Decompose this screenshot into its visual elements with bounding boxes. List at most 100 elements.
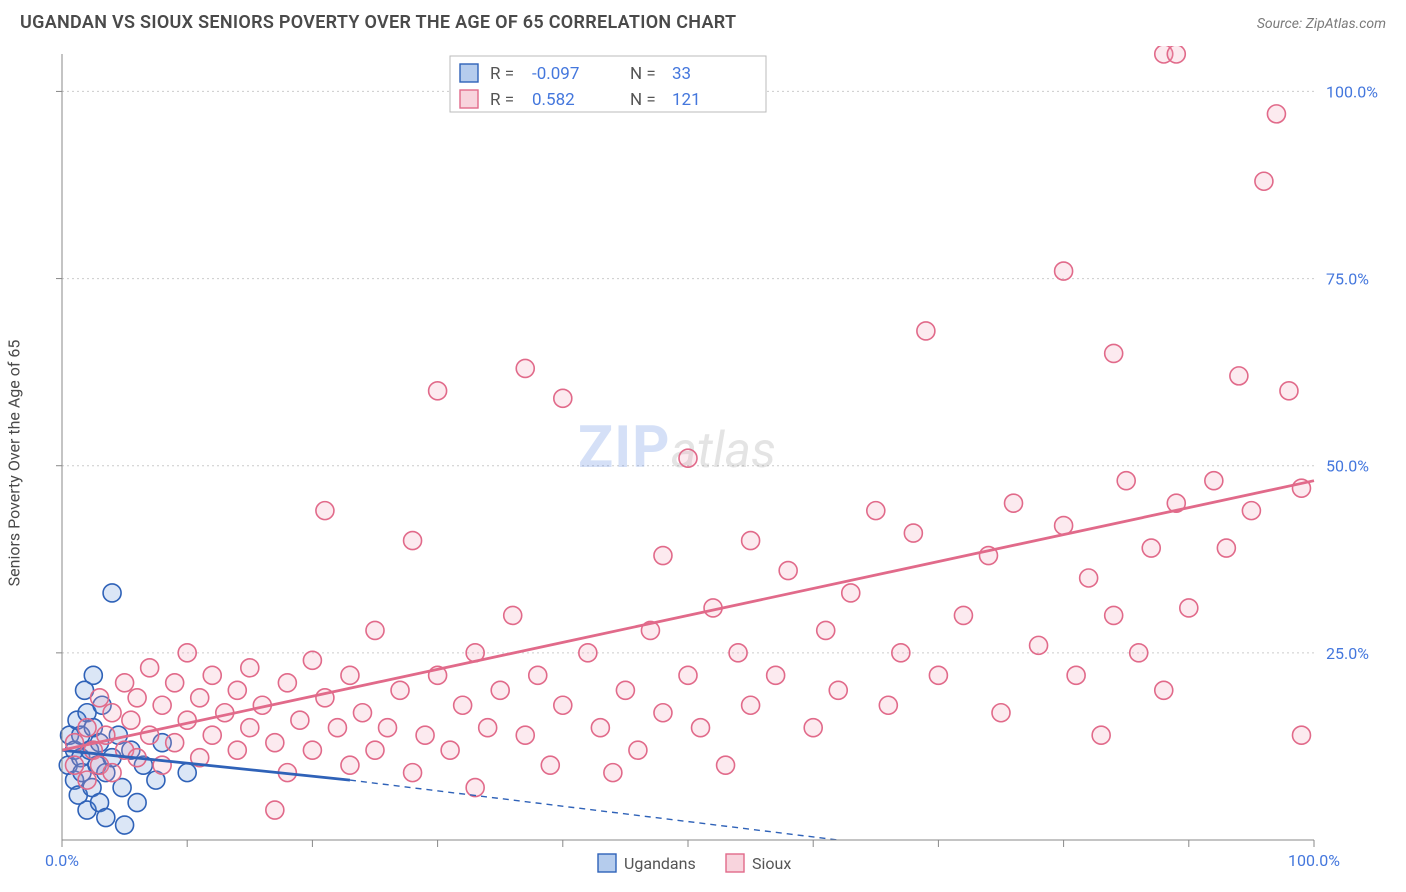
data-point	[341, 756, 359, 774]
data-point	[303, 741, 321, 759]
y-tick-label: 50.0%	[1326, 457, 1369, 476]
data-point	[1217, 539, 1235, 557]
data-point	[541, 756, 559, 774]
data-point	[116, 674, 134, 692]
data-point	[491, 681, 509, 699]
data-point	[842, 584, 860, 602]
stats-legend: R =-0.097N =33R =0.582N =121	[450, 56, 766, 112]
y-tick-label: 100.0%	[1326, 82, 1378, 101]
data-point	[116, 816, 134, 834]
data-point	[241, 719, 259, 737]
data-point	[729, 644, 747, 662]
data-point	[103, 704, 121, 722]
data-point	[904, 524, 922, 542]
scatter-chart: ZIPatlas25.0%50.0%75.0%100.0%0.0%100.0%R…	[20, 46, 1386, 880]
trend-line	[62, 481, 1314, 750]
data-point	[1242, 502, 1260, 520]
data-point	[992, 704, 1010, 722]
data-point	[166, 674, 184, 692]
data-point	[1292, 726, 1310, 744]
data-point	[128, 689, 146, 707]
legend-swatch	[726, 854, 744, 872]
data-point	[591, 719, 609, 737]
data-point	[228, 741, 246, 759]
data-point	[917, 322, 935, 340]
data-point	[1142, 539, 1160, 557]
chart-header: UGANDAN VS SIOUX SENIORS POVERTY OVER TH…	[0, 0, 1406, 41]
data-point	[1130, 644, 1148, 662]
y-tick-label: 25.0%	[1326, 644, 1369, 663]
data-point	[804, 719, 822, 737]
data-point	[954, 606, 972, 624]
data-point	[717, 756, 735, 774]
data-point	[1105, 344, 1123, 362]
data-point	[178, 711, 196, 729]
legend-swatch	[598, 854, 616, 872]
data-point	[1167, 46, 1185, 63]
data-point	[203, 726, 221, 744]
data-point	[303, 651, 321, 669]
data-point	[353, 704, 371, 722]
data-point	[629, 741, 647, 759]
data-point	[103, 764, 121, 782]
data-point	[391, 681, 409, 699]
data-point	[817, 621, 835, 639]
data-point	[241, 659, 259, 677]
data-point	[1030, 636, 1048, 654]
data-point	[316, 502, 334, 520]
data-point	[867, 502, 885, 520]
data-point	[78, 771, 96, 789]
data-point	[829, 681, 847, 699]
legend-n-label: N =	[630, 90, 656, 110]
legend-r-label: R =	[490, 64, 514, 84]
data-point	[228, 681, 246, 699]
data-point	[153, 696, 171, 714]
data-point	[1080, 569, 1098, 587]
data-point	[742, 532, 760, 550]
data-point	[1155, 681, 1173, 699]
data-point	[466, 779, 484, 797]
data-point	[416, 726, 434, 744]
data-point	[616, 681, 634, 699]
data-point	[579, 644, 597, 662]
data-point	[441, 741, 459, 759]
data-point	[178, 644, 196, 662]
legend-r-value: 0.582	[532, 90, 575, 110]
data-point	[203, 666, 221, 684]
data-point	[504, 606, 522, 624]
data-point	[91, 689, 109, 707]
data-point	[892, 644, 910, 662]
data-point	[341, 666, 359, 684]
watermark: ZIPatlas	[578, 414, 776, 482]
y-axis-label: Seniors Poverty Over the Age of 65	[5, 340, 24, 587]
data-point	[278, 674, 296, 692]
data-point	[779, 562, 797, 580]
data-point	[379, 719, 397, 737]
data-point	[429, 382, 447, 400]
data-point	[1280, 382, 1298, 400]
data-point	[654, 704, 672, 722]
legend-r-value: -0.097	[532, 64, 579, 84]
data-point	[78, 719, 96, 737]
legend-swatch	[460, 90, 478, 108]
data-point	[554, 696, 572, 714]
data-point	[66, 756, 84, 774]
data-point	[266, 801, 284, 819]
data-point	[366, 621, 384, 639]
series-legend: UgandansSioux	[598, 854, 791, 873]
data-point	[1092, 726, 1110, 744]
data-point	[1205, 472, 1223, 490]
data-point	[767, 666, 785, 684]
data-point	[191, 689, 209, 707]
data-point	[1255, 172, 1273, 190]
data-point	[1067, 666, 1085, 684]
chart-title: UGANDAN VS SIOUX SENIORS POVERTY OVER TH…	[20, 12, 736, 33]
data-point	[103, 584, 121, 602]
data-point	[141, 659, 159, 677]
data-point	[679, 666, 697, 684]
data-point	[742, 696, 760, 714]
legend-n-label: N =	[630, 64, 656, 84]
data-point	[266, 734, 284, 752]
data-point	[328, 719, 346, 737]
x-tick-label: 0.0%	[45, 851, 79, 870]
